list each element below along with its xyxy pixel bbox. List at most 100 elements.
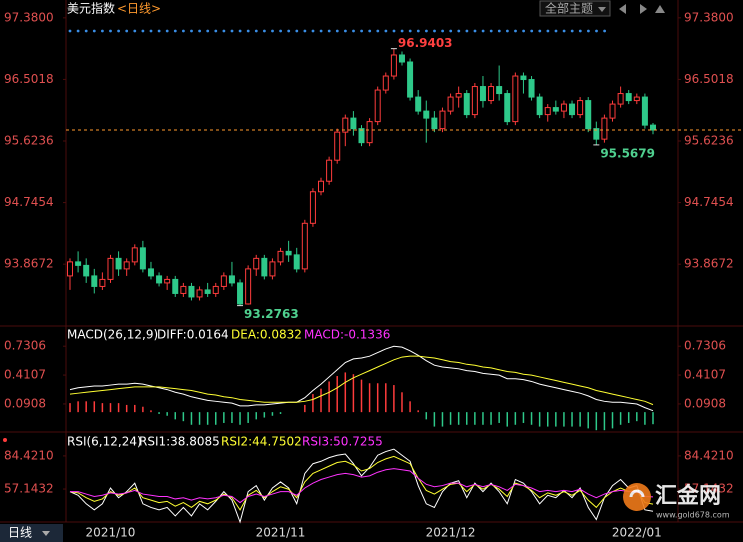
candle-body	[560, 103, 567, 112]
candle-body	[585, 100, 592, 130]
event-dot	[279, 29, 282, 33]
event-dot	[311, 29, 315, 33]
candle-body	[188, 285, 195, 298]
candle-body	[301, 222, 308, 270]
event-dot	[587, 29, 590, 33]
period-label[interactable]: <日线>	[117, 2, 161, 16]
period-button[interactable]: 日线	[8, 526, 32, 540]
candle-body	[245, 268, 252, 305]
candle-body	[520, 75, 527, 81]
candle-body	[123, 261, 130, 270]
theme-menu[interactable]: 全部主题	[545, 1, 593, 16]
event-dot	[603, 29, 606, 33]
event-dot	[141, 29, 145, 33]
watermark-logo	[623, 483, 651, 511]
candle-body	[650, 124, 656, 131]
y-tick-label: 84.4210	[4, 448, 54, 462]
candle-body	[220, 275, 227, 287]
event-dot	[514, 29, 517, 33]
event-dot	[198, 29, 202, 33]
event-dot	[125, 29, 129, 33]
indicator-line	[69, 355, 654, 406]
event-dot	[506, 29, 509, 33]
event-dot	[473, 29, 477, 33]
candle-body	[512, 75, 519, 123]
candle-body	[91, 275, 98, 287]
theme-menu-box[interactable]	[539, 0, 611, 17]
event-dot	[271, 29, 274, 33]
y-tick-label: 97.3800	[684, 10, 734, 24]
candle-body	[569, 103, 576, 116]
indicator-line	[69, 345, 654, 412]
candle-body	[75, 261, 82, 266]
event-dot	[206, 29, 210, 33]
candle-body	[309, 191, 316, 224]
candle-body	[285, 250, 292, 256]
y-tick-label: 95.6236	[684, 133, 734, 147]
candle-body	[463, 93, 470, 116]
candle-body	[439, 110, 446, 130]
watermark-brand: 汇金网	[655, 483, 721, 509]
candle-body	[431, 117, 438, 130]
event-dot	[133, 29, 137, 33]
event-dot	[295, 29, 299, 33]
event-dot	[263, 29, 266, 33]
event-dot	[530, 29, 534, 33]
event-dot	[416, 29, 420, 33]
dropdown-arrow	[598, 7, 606, 12]
event-dot	[222, 29, 226, 33]
indicator-line	[69, 455, 654, 511]
event-dot	[562, 29, 566, 33]
event-dot	[457, 29, 461, 33]
nav-left[interactable]	[619, 4, 626, 14]
watermark-url: www.gold678.com	[656, 511, 730, 520]
event-dot	[376, 29, 380, 33]
candle-body	[593, 128, 600, 140]
event-dot	[465, 29, 469, 33]
candle-body	[237, 282, 244, 305]
candle-body	[496, 86, 503, 95]
event-dot	[360, 29, 363, 33]
event-dot	[92, 29, 96, 33]
candle-body	[342, 117, 349, 133]
candle-body	[350, 117, 357, 130]
candle-body	[261, 257, 268, 277]
watermark: 汇金网 www.gold678.com	[623, 483, 730, 520]
event-dot	[182, 29, 185, 33]
event-dot	[319, 29, 323, 33]
period-button-box[interactable]	[0, 524, 63, 542]
event-dot	[441, 29, 444, 33]
y-tick-label: 0.4107	[4, 368, 46, 382]
candle-body	[415, 96, 422, 112]
candle-body	[131, 247, 138, 263]
event-dot	[392, 29, 396, 33]
candle-body	[83, 264, 90, 277]
event-dot	[254, 29, 258, 33]
indicator-line	[70, 468, 654, 504]
candle-body	[447, 96, 454, 112]
event-dot	[238, 29, 242, 33]
event-dot	[84, 29, 88, 33]
candle-body	[172, 278, 179, 294]
candle-body	[488, 86, 495, 102]
nav-up[interactable]	[655, 5, 665, 13]
x-tick-label: 2021/10	[86, 526, 136, 540]
candle-body	[577, 100, 584, 116]
event-dot	[408, 29, 412, 33]
nav-right[interactable]	[640, 4, 647, 14]
y-tick-label: 0.7306	[4, 339, 46, 353]
candle-body	[115, 257, 122, 270]
price-annotation: 96.9403	[398, 36, 453, 50]
candle-body	[156, 275, 163, 284]
candle-body	[390, 54, 397, 77]
candle-body	[625, 93, 632, 102]
y-tick-label: 0.7306	[684, 339, 726, 353]
y-tick-label: 97.3800	[4, 10, 54, 24]
event-dot	[173, 29, 177, 33]
event-dot	[157, 29, 161, 33]
candle-body	[552, 107, 559, 112]
candle-body	[398, 54, 405, 63]
y-tick-label: 0.4107	[684, 368, 726, 382]
